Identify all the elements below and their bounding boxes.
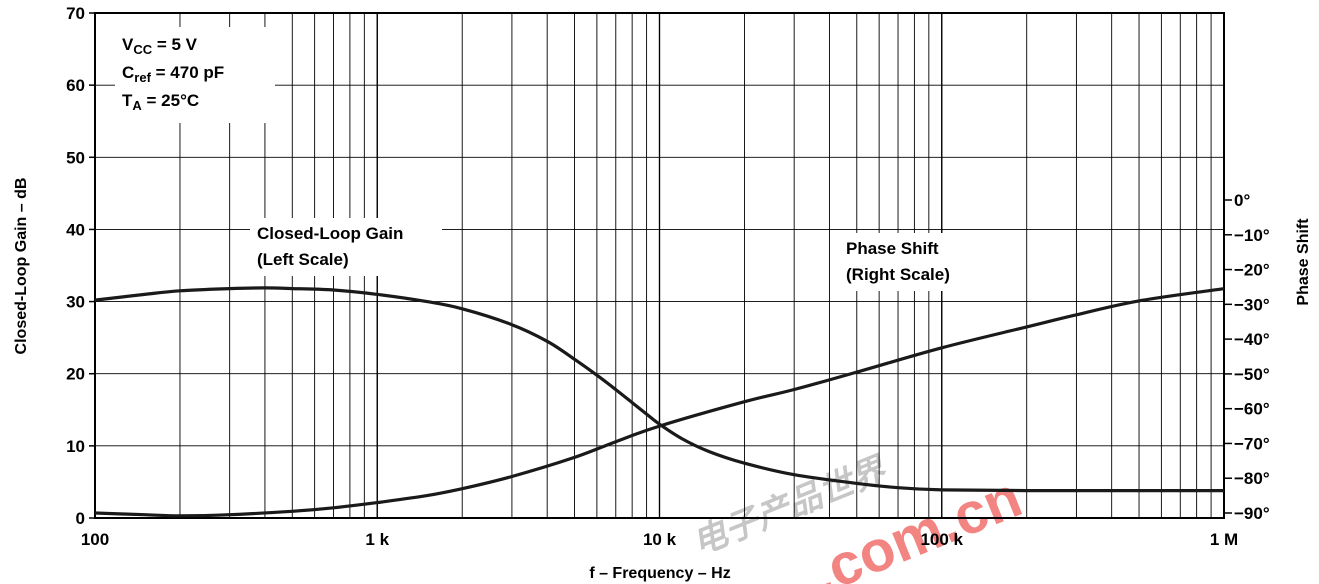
y-axis-title-right: Phase Shift	[1295, 218, 1312, 306]
condition-ta: TA = 25°C	[122, 91, 199, 113]
condition-cref: Cref = 470 pF	[122, 63, 224, 85]
x-tick-label: 100 k	[920, 530, 963, 549]
annotation-gain-line2: (Left Scale)	[257, 250, 349, 269]
conditions-box: VCC = 5 V Cref = 470 pF TA = 25°C	[115, 27, 275, 123]
plot-frame	[94, 12, 1225, 519]
left-tick-label: 30	[66, 293, 85, 312]
right-tick-label: −10°	[1234, 226, 1270, 245]
x-tick-labels: 100 1 k 10 k 100 k 1 M	[81, 530, 1238, 549]
x-tick-label: 100	[81, 530, 109, 549]
annotation-gain: Closed-Loop Gain (Left Scale)	[250, 218, 442, 276]
right-tick-label: −20°	[1234, 261, 1270, 280]
series-line-closed-loop-gain	[94, 286, 1224, 493]
right-tick-label: −60°	[1234, 400, 1270, 419]
annotation-phase-line2: (Right Scale)	[846, 265, 950, 284]
right-tick-labels: 0° −10° −20° −30° −40° −50° −60° −70° −80° −90°	[1234, 191, 1270, 523]
right-tick-label: −40°	[1234, 330, 1270, 349]
annotation-gain-line1: Closed-Loop Gain	[257, 224, 403, 243]
right-tick-label: 0°	[1234, 191, 1250, 210]
tick-marks	[89, 12, 1232, 519]
left-tick-label: 20	[66, 365, 85, 384]
left-tick-label: 60	[66, 76, 85, 95]
left-tick-label: 70	[66, 4, 85, 23]
x-tick-label: 1 M	[1210, 530, 1238, 549]
annotation-phase: Phase Shift (Right Scale)	[840, 233, 980, 291]
right-tick-label: −90°	[1234, 504, 1270, 523]
left-tick-label: 40	[66, 220, 85, 239]
left-tick-label: 10	[66, 437, 85, 456]
x-tick-label: 1 k	[365, 530, 389, 549]
x-tick-label: 10 k	[643, 530, 677, 549]
left-tick-label: 50	[66, 148, 85, 167]
watermark: .com.cn 电子产品世界	[687, 450, 1030, 584]
series-group	[94, 286, 1225, 518]
right-tick-label: −30°	[1234, 295, 1270, 314]
x-axis-title: f – Frequency – Hz	[589, 565, 730, 582]
y-axis-title-left: Closed-Loop Gain – dB	[13, 178, 30, 355]
left-tick-labels: 0 10 20 30 40 50 60 70	[66, 4, 85, 528]
right-tick-label: −70°	[1234, 434, 1270, 453]
right-tick-label: −80°	[1234, 469, 1270, 488]
annotation-phase-line1: Phase Shift	[846, 239, 939, 258]
left-tick-label: 0	[76, 509, 85, 528]
series-line-phase-shift	[94, 287, 1225, 518]
condition-vcc: VCC = 5 V	[122, 35, 198, 57]
right-tick-label: −50°	[1234, 365, 1270, 384]
